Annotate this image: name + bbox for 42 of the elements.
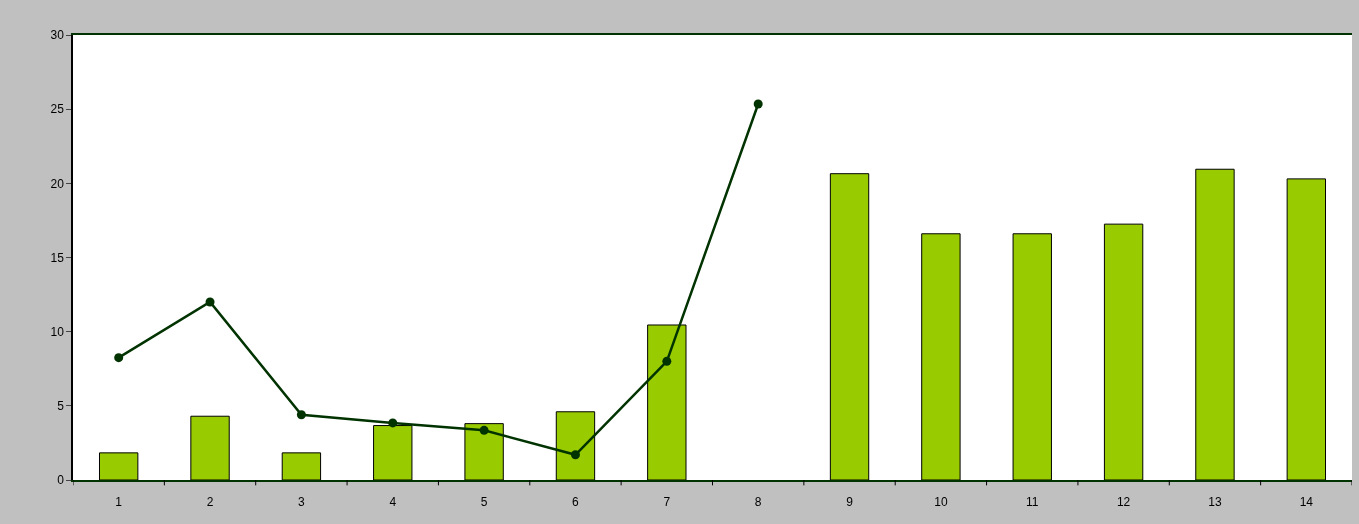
- point: [479, 425, 489, 435]
- bar: [1286, 178, 1327, 480]
- point: [388, 418, 398, 428]
- x-tick-label: 3: [298, 495, 306, 510]
- bar: [555, 411, 596, 480]
- point: [662, 356, 672, 366]
- x-tick-label: 2: [206, 495, 214, 510]
- y-tick-label: 25: [50, 102, 65, 117]
- x-tick-label: 5: [480, 495, 488, 510]
- bar: [829, 173, 870, 480]
- bar: [464, 423, 504, 480]
- bar: [98, 452, 139, 480]
- bar: [1195, 168, 1235, 480]
- x-tick-label: 12: [1116, 495, 1131, 510]
- x-tick-label: 8: [754, 495, 762, 510]
- point: [114, 353, 124, 363]
- y-tick-label: 0: [57, 473, 65, 488]
- x-tick-label: 14: [1299, 495, 1314, 510]
- x-tick-label: 9: [846, 495, 854, 510]
- point: [296, 410, 306, 420]
- y-tick-label: 10: [50, 324, 65, 339]
- x-tick-label: 11: [1026, 495, 1039, 510]
- bar: [1012, 233, 1052, 480]
- x-tick-label: 1: [115, 495, 123, 510]
- bar: [921, 233, 961, 480]
- x-tick-label: 7: [663, 495, 671, 510]
- bar: [373, 425, 413, 480]
- point: [753, 99, 763, 109]
- y-tick-label: 30: [50, 28, 65, 43]
- x-tick-label: 13: [1208, 495, 1222, 510]
- x-tick-label: 10: [934, 495, 948, 510]
- y-tick-label: 20: [50, 176, 65, 191]
- bar: [1103, 223, 1144, 480]
- point: [205, 297, 215, 307]
- bar: [647, 324, 687, 480]
- y-tick-label: 5: [57, 399, 65, 414]
- x-tick-label: 6: [572, 495, 580, 510]
- bar: [190, 415, 230, 480]
- x-tick-label: 4: [389, 495, 397, 510]
- y-tick-label: 15: [50, 250, 65, 265]
- point: [570, 450, 580, 460]
- bar: [281, 452, 322, 480]
